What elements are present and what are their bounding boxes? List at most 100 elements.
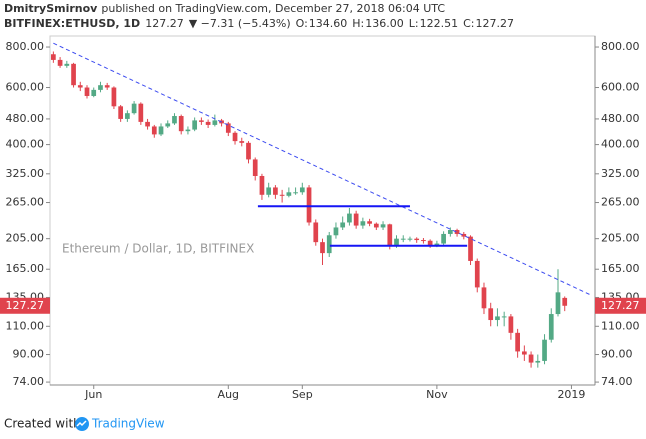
candle-body (407, 238, 413, 240)
candle-body (421, 240, 426, 242)
change: ▼ −7.31 (−5.43%) (189, 17, 291, 30)
x-tick-label: Aug (218, 388, 239, 401)
candle-body (326, 235, 332, 254)
candle-body (306, 187, 312, 223)
watermark-title: Ethereum / Dollar, 1D, BITFINEX (62, 242, 254, 256)
y-tick-label: 90.00 (13, 348, 45, 361)
ohlc-value: 134.60 (309, 17, 348, 30)
candle-body (104, 85, 110, 88)
candle-body (192, 120, 198, 130)
candle-body (212, 120, 218, 125)
ohlc-key: H: (352, 17, 364, 30)
ohlc-key: L: (409, 17, 419, 30)
candle-body (64, 63, 70, 66)
candle-body (239, 141, 245, 143)
candle-body (441, 233, 446, 244)
candle-body (172, 116, 177, 124)
candle-body (138, 103, 144, 122)
candle-body (461, 233, 467, 237)
y-tick-label: 325.00 (6, 167, 45, 180)
candle-body (246, 142, 251, 160)
candle-body (151, 126, 157, 135)
last-price-box (595, 297, 646, 314)
candle-body (199, 120, 204, 122)
candle-body (535, 360, 541, 363)
candle-body (353, 213, 359, 226)
y-tick-label: 74.00 (601, 375, 633, 388)
candle-body (266, 187, 272, 195)
candle-body (313, 222, 319, 243)
drawing-line (53, 42, 592, 296)
footer-brand[interactable]: TradingView (91, 417, 165, 431)
candle-body (394, 238, 399, 246)
candle-body (347, 213, 352, 223)
candle-body (387, 224, 393, 246)
y-tick-label: 800.00 (6, 40, 45, 53)
candle-body (57, 59, 63, 66)
y-tick-label: 110.00 (6, 319, 45, 332)
tv-logo[interactable] (75, 417, 89, 431)
y-tick-label: 325.00 (601, 167, 640, 180)
candle-body (373, 223, 379, 228)
candle-body (111, 87, 117, 107)
candle-body (414, 238, 420, 241)
candle-body (320, 242, 325, 254)
candle-body (521, 351, 527, 355)
y-tick-label: 110.00 (601, 319, 640, 332)
candle-body (367, 221, 372, 224)
candle-body (165, 123, 171, 127)
y-tick-label: 74.00 (13, 375, 45, 388)
last-price-label: 127.27 (6, 299, 45, 312)
candle-body (259, 175, 265, 195)
candle-body (205, 121, 211, 125)
candle-body (178, 116, 184, 132)
y-tick-label: 265.00 (6, 196, 45, 209)
y-tick-label: 165.00 (601, 262, 640, 275)
candle-body (273, 187, 278, 195)
candle-body (279, 194, 285, 196)
candle-body (474, 260, 480, 288)
candle-body (252, 159, 258, 176)
y-tick-label: 205.00 (601, 232, 640, 245)
last-price-label: 127.27 (601, 299, 640, 312)
author[interactable]: DmitrySmirnov (4, 2, 98, 15)
candle-body (427, 240, 433, 246)
candle-body (562, 297, 568, 306)
y-tick-label: 265.00 (601, 196, 640, 209)
ohlc-value: 127.27 (476, 17, 515, 30)
candle-body (77, 85, 83, 88)
candle-body (528, 354, 534, 363)
candle-body (400, 238, 406, 240)
ohlc-key: C: (463, 17, 474, 30)
candle-body (508, 316, 514, 333)
y-tick-label: 800.00 (601, 40, 640, 53)
candle-body (91, 89, 97, 96)
x-tick-label: Nov (426, 388, 448, 401)
candle-body (293, 192, 298, 194)
published: published on TradingView.com, December 2… (101, 2, 445, 15)
y-tick-label: 90.00 (601, 348, 633, 361)
candle-body (495, 316, 500, 321)
candle-body (447, 230, 453, 234)
candle-body (131, 103, 137, 114)
candle-body (145, 121, 150, 127)
y-tick-label: 480.00 (6, 112, 45, 125)
candle-body (51, 54, 56, 60)
price: 127.27 (145, 17, 184, 30)
candle-body (515, 332, 520, 352)
candle-body (501, 316, 507, 318)
candle-body (118, 106, 124, 119)
candle-body (185, 129, 191, 132)
ohlc-key: O: (296, 17, 308, 30)
candle-body (542, 339, 547, 361)
y-tick-label: 165.00 (6, 262, 45, 275)
candle-body (286, 192, 292, 196)
candle-body (71, 63, 76, 86)
candle-body (125, 113, 130, 119)
candle-body (98, 85, 103, 90)
last-price-box (0, 297, 50, 314)
legend: BITFINEX:ETHUSD, 1D 127.27 ▼ −7.31 (−5.43%… (4, 17, 514, 30)
candle-body (158, 126, 164, 135)
